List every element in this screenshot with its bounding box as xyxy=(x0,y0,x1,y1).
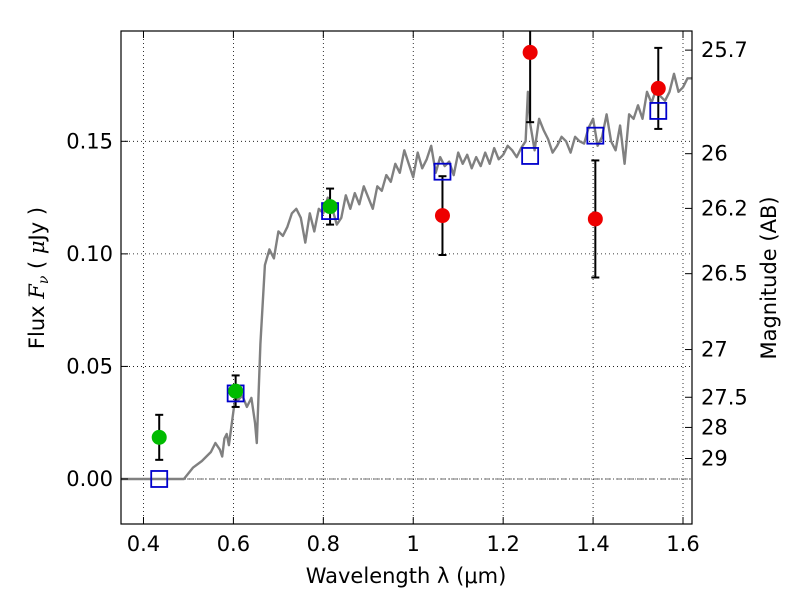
model-square-marker xyxy=(649,102,668,120)
x-tick-label: 0.8 xyxy=(307,532,340,556)
x-axis-title: Wavelength λ (μm) xyxy=(306,564,507,588)
x-tick-label: 0.4 xyxy=(127,532,160,556)
x-tick-label: 1.6 xyxy=(666,532,699,556)
model-photometry-squares xyxy=(150,102,668,488)
y-axis-title: Flux Fν ( μJy ) xyxy=(25,207,52,349)
y-tick-label: 0.15 xyxy=(66,129,113,153)
right-tick-label: 26.2 xyxy=(701,196,748,220)
red-point xyxy=(587,211,603,227)
axes-frame xyxy=(120,30,693,525)
right-tick-label: 26 xyxy=(701,142,728,166)
right-tick-label: 27.5 xyxy=(701,385,748,409)
green-point xyxy=(228,383,244,399)
green-point xyxy=(322,199,338,215)
red-point xyxy=(434,208,450,224)
model-square-marker xyxy=(521,147,540,165)
model-spectrum xyxy=(121,72,692,481)
model-square-marker xyxy=(586,126,605,145)
green-point xyxy=(151,429,167,445)
x-tick-label: 1.2 xyxy=(486,532,519,556)
y-tick-label: 0.10 xyxy=(66,242,113,266)
right-tick-label: 27 xyxy=(701,338,728,362)
right-tick-label: 28 xyxy=(701,415,728,439)
y-tick-label: 0.00 xyxy=(66,467,113,491)
red-point xyxy=(522,44,538,60)
x-tick-label: 1.4 xyxy=(576,532,609,556)
y-tick-label: 0.05 xyxy=(66,354,113,378)
right-tick-label: 25.7 xyxy=(701,38,748,62)
right-tick-label: 26.5 xyxy=(701,262,748,286)
photometry-points xyxy=(151,44,666,445)
grid-lines xyxy=(121,31,692,524)
spectrum-line xyxy=(121,72,692,481)
model-square-marker xyxy=(150,470,169,488)
plot-frame xyxy=(120,30,693,525)
red-point xyxy=(650,80,666,96)
x-tick-label: 0.6 xyxy=(217,532,250,556)
model-square-marker xyxy=(433,162,452,181)
right-tick-label: 29 xyxy=(701,446,728,470)
x-tick-label: 1 xyxy=(407,532,420,556)
tick-labels: 0.4 0.6 0.8 1 1.2 1.4 1.6 0.00 0.05 0.10 0.15 25.7 2… xyxy=(66,38,748,556)
right-axis-title: Magnitude (AB) xyxy=(757,196,781,359)
